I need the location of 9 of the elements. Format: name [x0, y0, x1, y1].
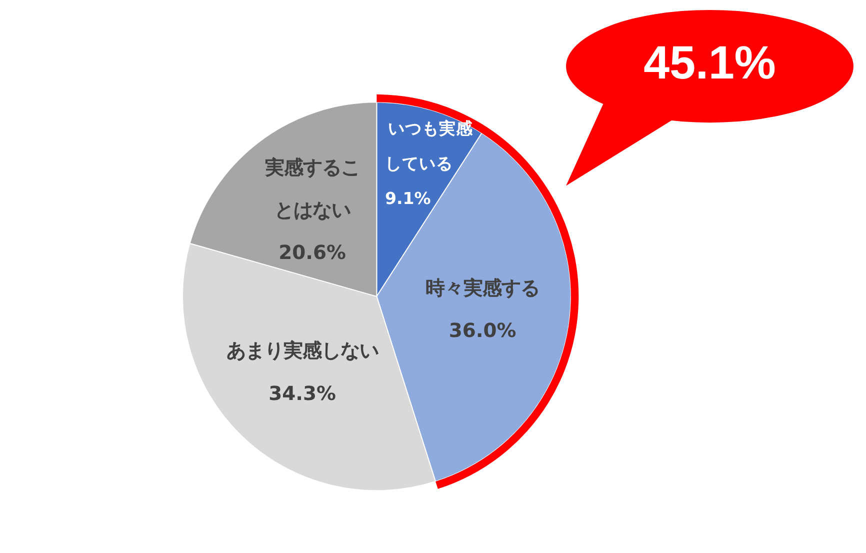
data-label: 36.0%	[448, 319, 516, 342]
slice-label: あまり実感しない	[226, 339, 378, 362]
data-label: 34.3%	[268, 382, 336, 405]
slice-label: いつも実感している	[385, 118, 474, 173]
data-label: 20.6%	[278, 241, 346, 264]
text: 45.1%	[644, 36, 776, 89]
data-label: 9.1%	[385, 188, 432, 208]
slice-label: 実感することはない	[264, 156, 360, 222]
slice-label: 時々実感する	[426, 276, 540, 300]
